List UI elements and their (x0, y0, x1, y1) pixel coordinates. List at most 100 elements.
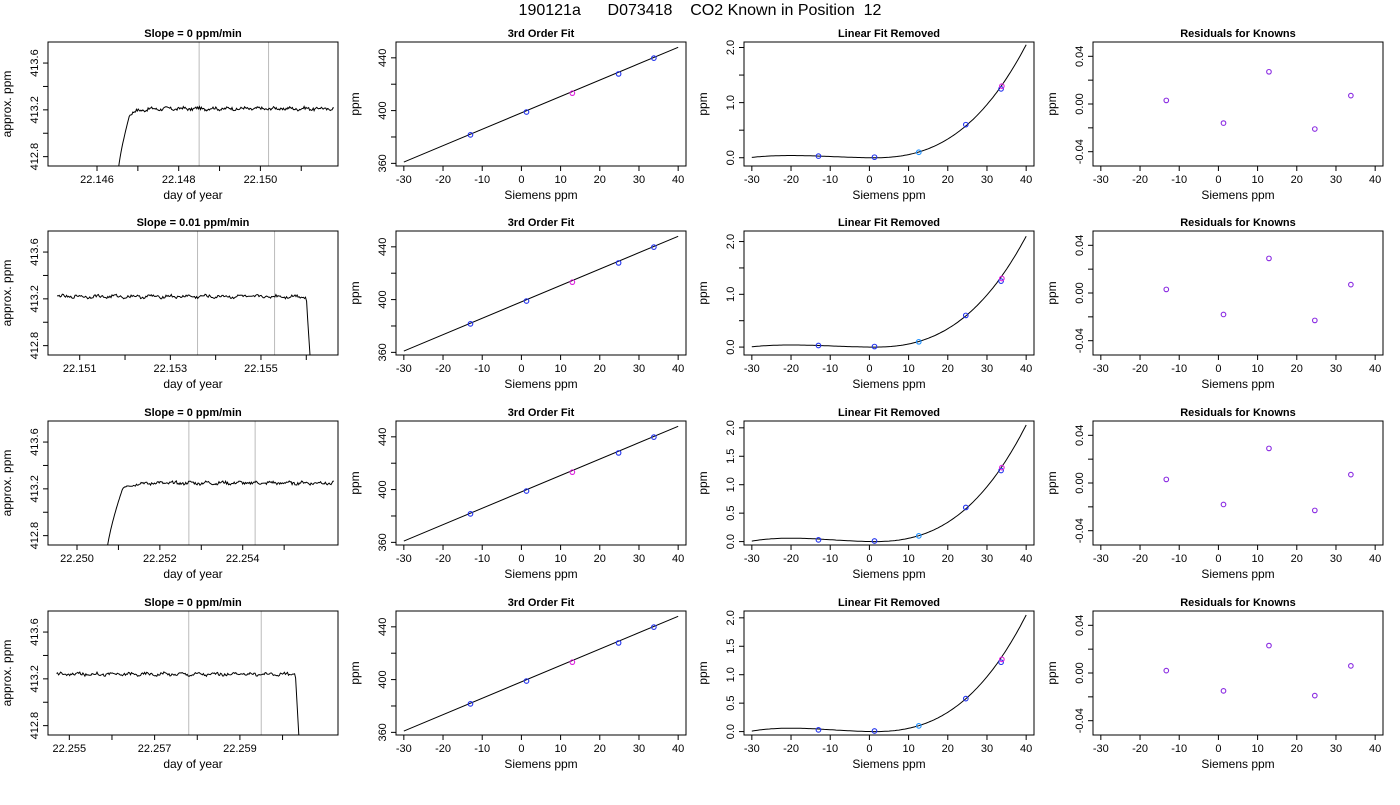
data-point (871, 728, 878, 734)
data-point (523, 298, 530, 304)
fit-curve (751, 236, 1027, 348)
y-axis-label: ppm (348, 92, 362, 115)
data-point (1220, 688, 1227, 694)
data-point (1348, 92, 1354, 99)
plot-area (751, 424, 1027, 544)
data-point (1163, 667, 1170, 674)
x-tick-label: -20 (783, 174, 799, 186)
data-point (1266, 255, 1272, 262)
y-tick-label: 400 (377, 101, 389, 119)
chart-panel-r0c1: 3rd Order Fit Siemens ppm ppm -30 -20 -10 0 10 2… (348, 28, 687, 202)
chart-title: 3rd Order Fit (508, 217, 575, 229)
x-tick-label: 22.254 (226, 553, 260, 565)
x-axis-label: Siemens ppm (1201, 757, 1274, 771)
plot-frame (395, 230, 687, 356)
data-point (915, 723, 922, 729)
x-axis-label: day of year (163, 188, 222, 202)
y-tick-label: 440 (377, 49, 389, 67)
x-tick-label: 0 (518, 743, 524, 755)
data-point (651, 244, 657, 250)
y-axis-label: approx. ppm (0, 450, 14, 517)
data-point (999, 275, 1005, 282)
x-tick-label: 0 (518, 174, 524, 186)
x-tick-label: 20 (1291, 743, 1303, 755)
y-tick-label: -0.04 (1074, 708, 1086, 733)
y-axis-label: ppm (348, 471, 362, 494)
x-tick-label: -30 (744, 553, 760, 565)
x-tick-label: 30 (1330, 174, 1342, 186)
y-axis-label: ppm (348, 281, 362, 304)
chart-panel-r3c3: Residuals for Knowns Siemens ppm ppm -30 -20… (1045, 597, 1384, 771)
data-point (1311, 692, 1318, 699)
y-axis-label: ppm (1045, 471, 1059, 494)
data-point (569, 469, 576, 476)
fit-curve (751, 614, 1027, 733)
x-tick-label: 20 (942, 553, 954, 565)
y-axis-label: ppm (348, 661, 362, 684)
plot-area (56, 611, 300, 735)
x-tick-label: 10 (1251, 174, 1263, 186)
data-point (962, 504, 969, 511)
data-point (871, 538, 878, 544)
y-tick-label: 1.0 (725, 95, 737, 110)
y-tick-label: 1.5 (725, 639, 737, 654)
x-tick-label: -30 (396, 174, 412, 186)
plot-area (751, 44, 1027, 161)
x-tick-label: -20 (1132, 174, 1148, 186)
data-point (815, 727, 822, 733)
chart-panel-r0c3: Residuals for Knowns Siemens ppm ppm -30 -20… (1045, 28, 1384, 202)
x-tick-label: 40 (1369, 743, 1381, 755)
y-tick-label: 413.2 (29, 475, 41, 503)
x-axis-label: Siemens ppm (504, 757, 577, 771)
x-tick-label: -20 (783, 553, 799, 565)
x-tick-label: 30 (633, 174, 645, 186)
x-tick-label: 40 (672, 743, 684, 755)
data-point (1348, 471, 1354, 478)
x-tick-label: 10 (554, 743, 566, 755)
y-tick-label: 413.2 (29, 96, 41, 124)
y-tick-label: 0.0 (725, 150, 737, 165)
x-axis-label: Siemens ppm (1201, 188, 1274, 202)
data-point (1311, 317, 1318, 324)
x-tick-label: 0 (1215, 363, 1221, 375)
plot-area (118, 42, 334, 166)
chart-panel-r1c1: 3rd Order Fit Siemens ppm ppm -30 -20 -10 0 10 2… (348, 217, 687, 391)
y-axis-label: ppm (696, 471, 710, 494)
x-tick-label: 20 (1291, 553, 1303, 565)
x-tick-label: 0 (866, 174, 872, 186)
x-tick-label: -20 (1132, 743, 1148, 755)
plot-frame (395, 41, 687, 167)
data-point (998, 278, 1004, 284)
chart-title: Slope = 0 ppm/min (144, 28, 242, 40)
x-tick-label: -10 (1171, 553, 1187, 565)
data-point (1220, 311, 1227, 318)
y-tick-label: 412.8 (29, 143, 41, 171)
plot-frame (1092, 41, 1384, 167)
x-tick-label: -10 (474, 743, 490, 755)
x-tick-label: 22.150 (244, 174, 278, 186)
chart-title: 3rd Order Fit (508, 597, 575, 609)
y-tick-label: 360 (377, 533, 389, 551)
x-axis-label: Siemens ppm (504, 377, 577, 391)
chart-panel-r2c1: 3rd Order Fit Siemens ppm ppm -30 -20 -10 0 10 2… (348, 407, 687, 581)
data-point (651, 434, 657, 440)
y-tick-label: 0.0 (725, 724, 737, 739)
x-tick-label: 22.250 (60, 553, 94, 565)
data-point (651, 624, 657, 630)
x-axis-label: Siemens ppm (1201, 567, 1274, 581)
x-tick-label: 30 (1330, 743, 1342, 755)
chart-panel-r1c2: Linear Fit Removed Siemens ppm ppm -30 -20 -1… (696, 217, 1035, 391)
chart-title: 3rd Order Fit (508, 407, 575, 419)
x-tick-label: -20 (435, 174, 451, 186)
x-tick-label: 0 (1215, 553, 1221, 565)
x-tick-label: 10 (902, 174, 914, 186)
y-tick-label: 0.5 (725, 505, 737, 520)
data-point (615, 450, 622, 456)
x-tick-label: -10 (474, 174, 490, 186)
y-tick-label: 412.8 (29, 332, 41, 360)
x-tick-label: 30 (1330, 363, 1342, 375)
x-tick-label: -10 (822, 174, 838, 186)
x-axis-label: Siemens ppm (852, 188, 925, 202)
y-axis-label: ppm (696, 661, 710, 684)
